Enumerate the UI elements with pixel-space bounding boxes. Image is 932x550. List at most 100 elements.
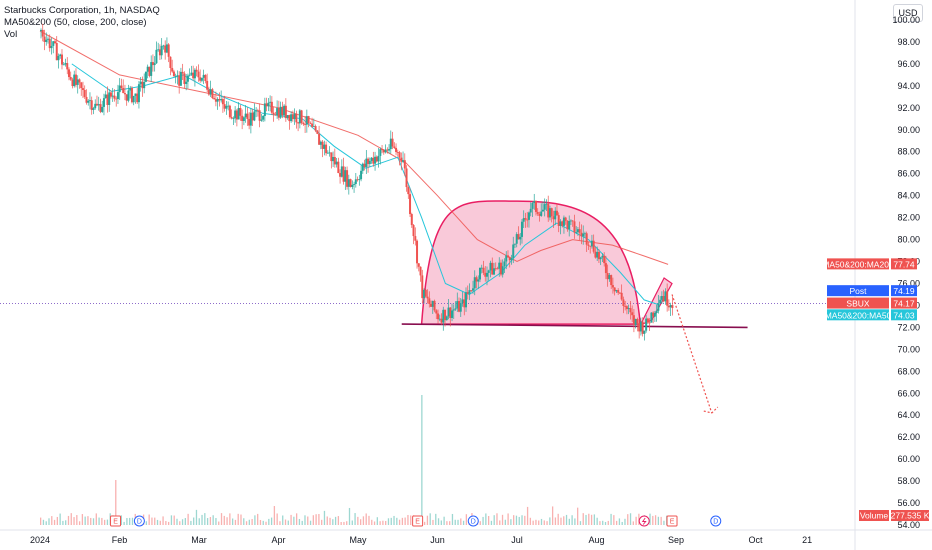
lightning-icon[interactable]	[638, 515, 650, 527]
ma50-label-value: 74.03	[893, 310, 915, 320]
volume-bar	[184, 518, 186, 525]
candle	[667, 305, 670, 308]
volume-bar	[371, 519, 373, 525]
candle	[97, 104, 100, 106]
volume-bar	[198, 518, 200, 525]
candle	[412, 225, 415, 237]
volume-bar	[549, 517, 551, 525]
volume-bar	[398, 519, 401, 525]
volume-bar	[499, 520, 501, 525]
y-tick-label: 58.00	[897, 476, 920, 486]
candle	[536, 211, 539, 214]
candle	[94, 103, 97, 109]
neckline[interactable]	[401, 323, 748, 329]
dividend-icon[interactable]	[710, 515, 722, 527]
indicator-legend[interactable]: MA50&200 (50, close, 200, close)	[4, 17, 147, 28]
candle	[218, 99, 221, 101]
ma200-label-value-bg	[891, 258, 917, 270]
candle	[248, 118, 251, 126]
candle	[403, 160, 406, 169]
candle	[153, 63, 156, 66]
volume-bar	[518, 516, 520, 525]
candle	[557, 215, 560, 226]
candle	[307, 116, 310, 124]
y-tick-label: 100.00	[892, 15, 920, 25]
ma200-label-value: 77.74	[893, 259, 915, 269]
candle	[332, 156, 335, 162]
candle	[492, 268, 495, 275]
dividend-icon[interactable]	[467, 515, 479, 527]
cup-pattern[interactable]	[420, 200, 642, 325]
candle	[529, 208, 532, 213]
candle	[503, 261, 506, 267]
volume-bar	[276, 513, 278, 525]
volume-bar	[404, 517, 406, 525]
volume-bar	[293, 516, 295, 525]
candle	[172, 71, 175, 77]
candle	[608, 275, 611, 280]
target-arrow[interactable]	[671, 294, 713, 414]
candle	[498, 262, 501, 269]
currency-button[interactable]: USD	[893, 4, 923, 22]
volume-bar	[346, 521, 348, 525]
dividend-icon[interactable]	[133, 515, 145, 527]
candle	[106, 94, 109, 105]
earnings-icon[interactable]	[666, 515, 678, 527]
volume-bar	[53, 519, 56, 525]
volume-bar	[106, 519, 109, 525]
volume-legend[interactable]: Vol	[4, 29, 18, 40]
y-tick-label: 90.00	[897, 125, 920, 135]
candle	[596, 251, 599, 258]
candle	[522, 218, 525, 222]
volume-bar	[87, 516, 89, 525]
volume-bar	[588, 513, 590, 525]
y-tick-label: 60.00	[897, 454, 920, 464]
candle	[554, 210, 557, 220]
candle	[367, 158, 370, 165]
candle	[120, 85, 123, 89]
volume-bar	[435, 513, 437, 525]
candle	[340, 166, 343, 177]
earnings-icon[interactable]	[412, 515, 424, 527]
volume-bar	[123, 521, 125, 525]
candle	[99, 104, 102, 112]
candle	[232, 118, 235, 120]
volume-bar	[282, 515, 284, 525]
candle	[200, 77, 203, 81]
candle	[319, 141, 322, 145]
candle	[123, 93, 126, 95]
volume-bar	[231, 518, 234, 525]
volume-bar	[635, 516, 637, 525]
volume-bar	[162, 516, 164, 525]
volume-bar	[340, 521, 342, 525]
candle	[330, 152, 333, 162]
candle	[214, 99, 217, 102]
candle	[571, 220, 574, 222]
candle	[377, 155, 380, 162]
candle	[277, 108, 280, 118]
candle	[520, 221, 523, 237]
volume-bar	[535, 519, 537, 525]
volume-bar	[220, 513, 223, 525]
volume-bar	[290, 514, 292, 525]
volume-bar	[365, 513, 367, 525]
candle	[466, 292, 469, 294]
candle	[204, 74, 207, 81]
candle	[48, 38, 51, 49]
candle	[414, 236, 417, 241]
candle	[456, 301, 459, 309]
volume-bar	[215, 518, 217, 525]
candle	[632, 315, 635, 325]
candle	[167, 44, 170, 57]
volume-bar	[70, 513, 72, 525]
y-tick-label: 86.00	[897, 169, 920, 179]
candle	[419, 266, 422, 276]
x-tick-label: Oct	[748, 535, 763, 545]
candle	[162, 45, 165, 47]
volume-bar	[309, 520, 312, 525]
volume-bar	[151, 517, 153, 525]
volume-bar	[181, 519, 184, 525]
volume-bar	[543, 520, 545, 525]
earnings-icon[interactable]	[110, 515, 122, 527]
